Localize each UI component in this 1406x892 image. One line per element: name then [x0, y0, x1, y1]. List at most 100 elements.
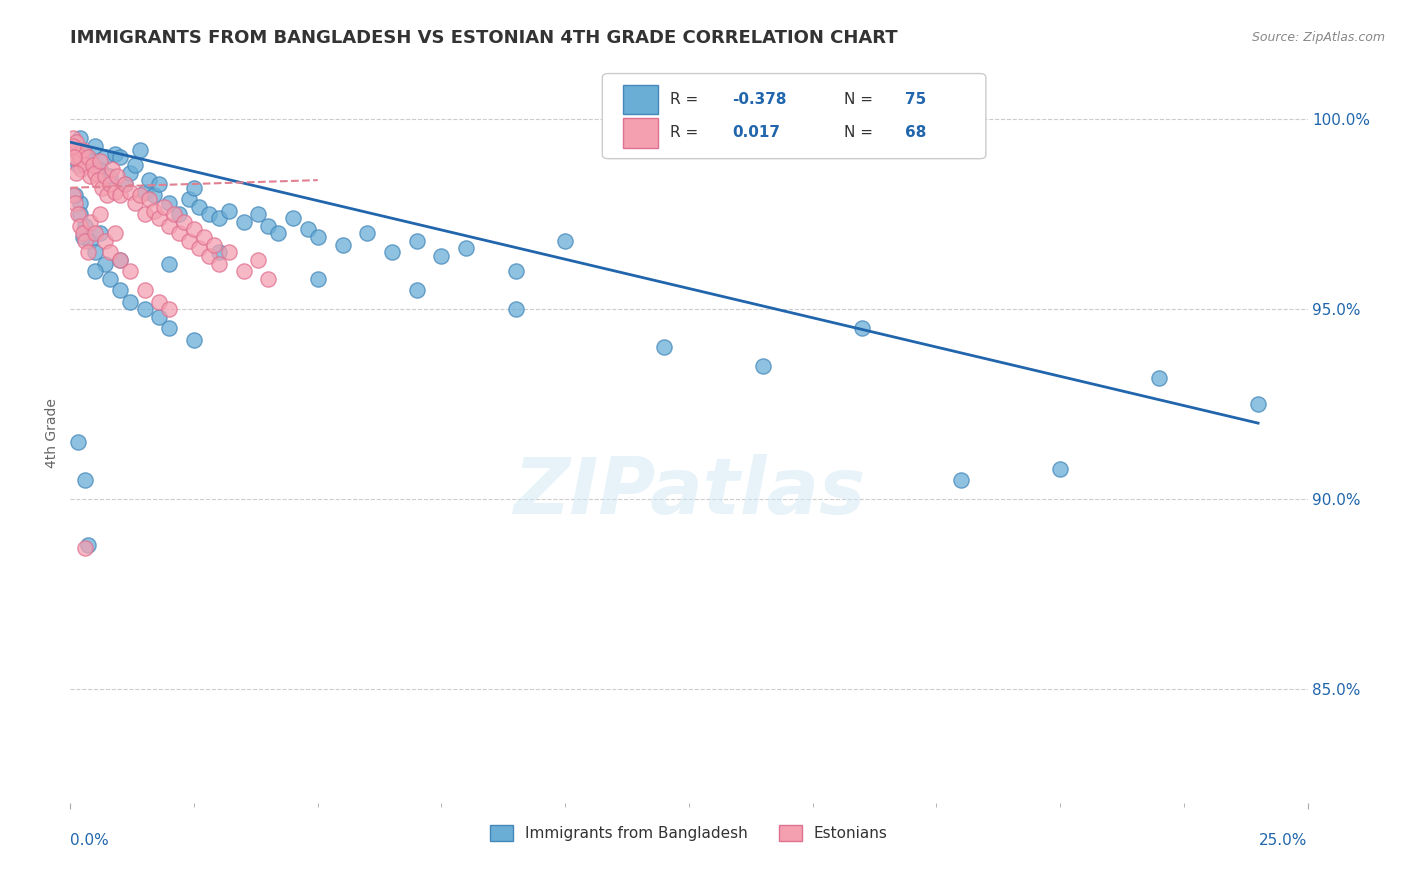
Point [79, 234, 101, 248]
Point [456, 242, 478, 256]
Point [177, 234, 200, 248]
Point [405, 234, 427, 248]
Y-axis label: 4th Grade: 4th Grade [45, 398, 59, 467]
Point [79, 215, 101, 229]
Point [143, 188, 166, 202]
Point [183, 333, 205, 347]
Point [96, 188, 118, 202]
Text: Source: ZipAtlas.com: Source: ZipAtlas.com [1251, 31, 1385, 45]
Point [69, 207, 91, 221]
Point [183, 222, 205, 236]
Point [84, 165, 107, 179]
Point [381, 245, 404, 260]
Point [94, 150, 117, 164]
Point [75, 158, 97, 172]
Point [752, 359, 775, 374]
Point [108, 252, 131, 267]
Point [108, 150, 131, 164]
Point [232, 264, 254, 278]
Point [148, 211, 170, 226]
Point [198, 207, 221, 221]
Point [183, 180, 205, 194]
Point [84, 227, 107, 241]
Point [104, 227, 127, 241]
Point [89, 154, 111, 169]
Point [157, 257, 180, 271]
Point [79, 169, 101, 184]
Point [79, 154, 101, 169]
Point [297, 222, 319, 236]
Point [188, 242, 211, 256]
Point [69, 219, 91, 233]
Point [157, 302, 180, 317]
Point [72, 230, 94, 244]
Point [65, 135, 87, 149]
Text: 75: 75 [905, 92, 927, 107]
Point [89, 227, 111, 241]
Point [128, 143, 150, 157]
Point [69, 195, 91, 210]
Point [89, 161, 111, 176]
Point [108, 188, 131, 202]
Point [128, 188, 150, 202]
Point [153, 200, 176, 214]
Point [257, 219, 280, 233]
Point [652, 340, 675, 354]
Text: 0.017: 0.017 [733, 125, 780, 140]
Point [108, 283, 131, 297]
Point [148, 177, 170, 191]
Point [167, 227, 190, 241]
Point [72, 227, 94, 241]
Point [124, 195, 146, 210]
Point [66, 435, 89, 450]
Point [148, 310, 170, 324]
Text: 25.0%: 25.0% [1260, 833, 1308, 848]
Point [307, 230, 329, 244]
Point [1049, 461, 1071, 475]
Point [69, 131, 91, 145]
Point [89, 207, 111, 221]
Point [114, 177, 136, 191]
Point [1147, 370, 1170, 384]
Point [84, 245, 107, 260]
Point [247, 207, 270, 221]
Point [193, 230, 215, 244]
Point [69, 150, 91, 164]
Point [134, 207, 156, 221]
Point [157, 219, 180, 233]
Point [950, 473, 973, 487]
Point [104, 185, 127, 199]
Bar [623, 118, 658, 147]
Text: -0.378: -0.378 [733, 92, 787, 107]
Point [108, 252, 131, 267]
Point [84, 139, 107, 153]
Point [75, 219, 97, 233]
Point [75, 146, 97, 161]
Point [98, 177, 121, 191]
Point [76, 538, 98, 552]
Text: N =: N = [844, 92, 873, 107]
Point [66, 158, 89, 172]
Point [281, 211, 304, 226]
Point [124, 158, 146, 172]
Point [163, 207, 186, 221]
Point [104, 146, 127, 161]
Point [76, 150, 98, 164]
Point [232, 215, 254, 229]
Point [267, 227, 290, 241]
Point [65, 143, 87, 157]
Point [94, 234, 117, 248]
Point [98, 272, 121, 286]
Point [70, 161, 93, 176]
Point [505, 302, 527, 317]
Point [851, 321, 873, 335]
Point [75, 234, 97, 248]
Point [66, 146, 89, 161]
Point [208, 245, 231, 260]
Bar [623, 85, 658, 114]
Point [94, 169, 117, 184]
Text: 68: 68 [905, 125, 927, 140]
Point [84, 264, 107, 278]
Point [118, 264, 141, 278]
Point [65, 188, 87, 202]
